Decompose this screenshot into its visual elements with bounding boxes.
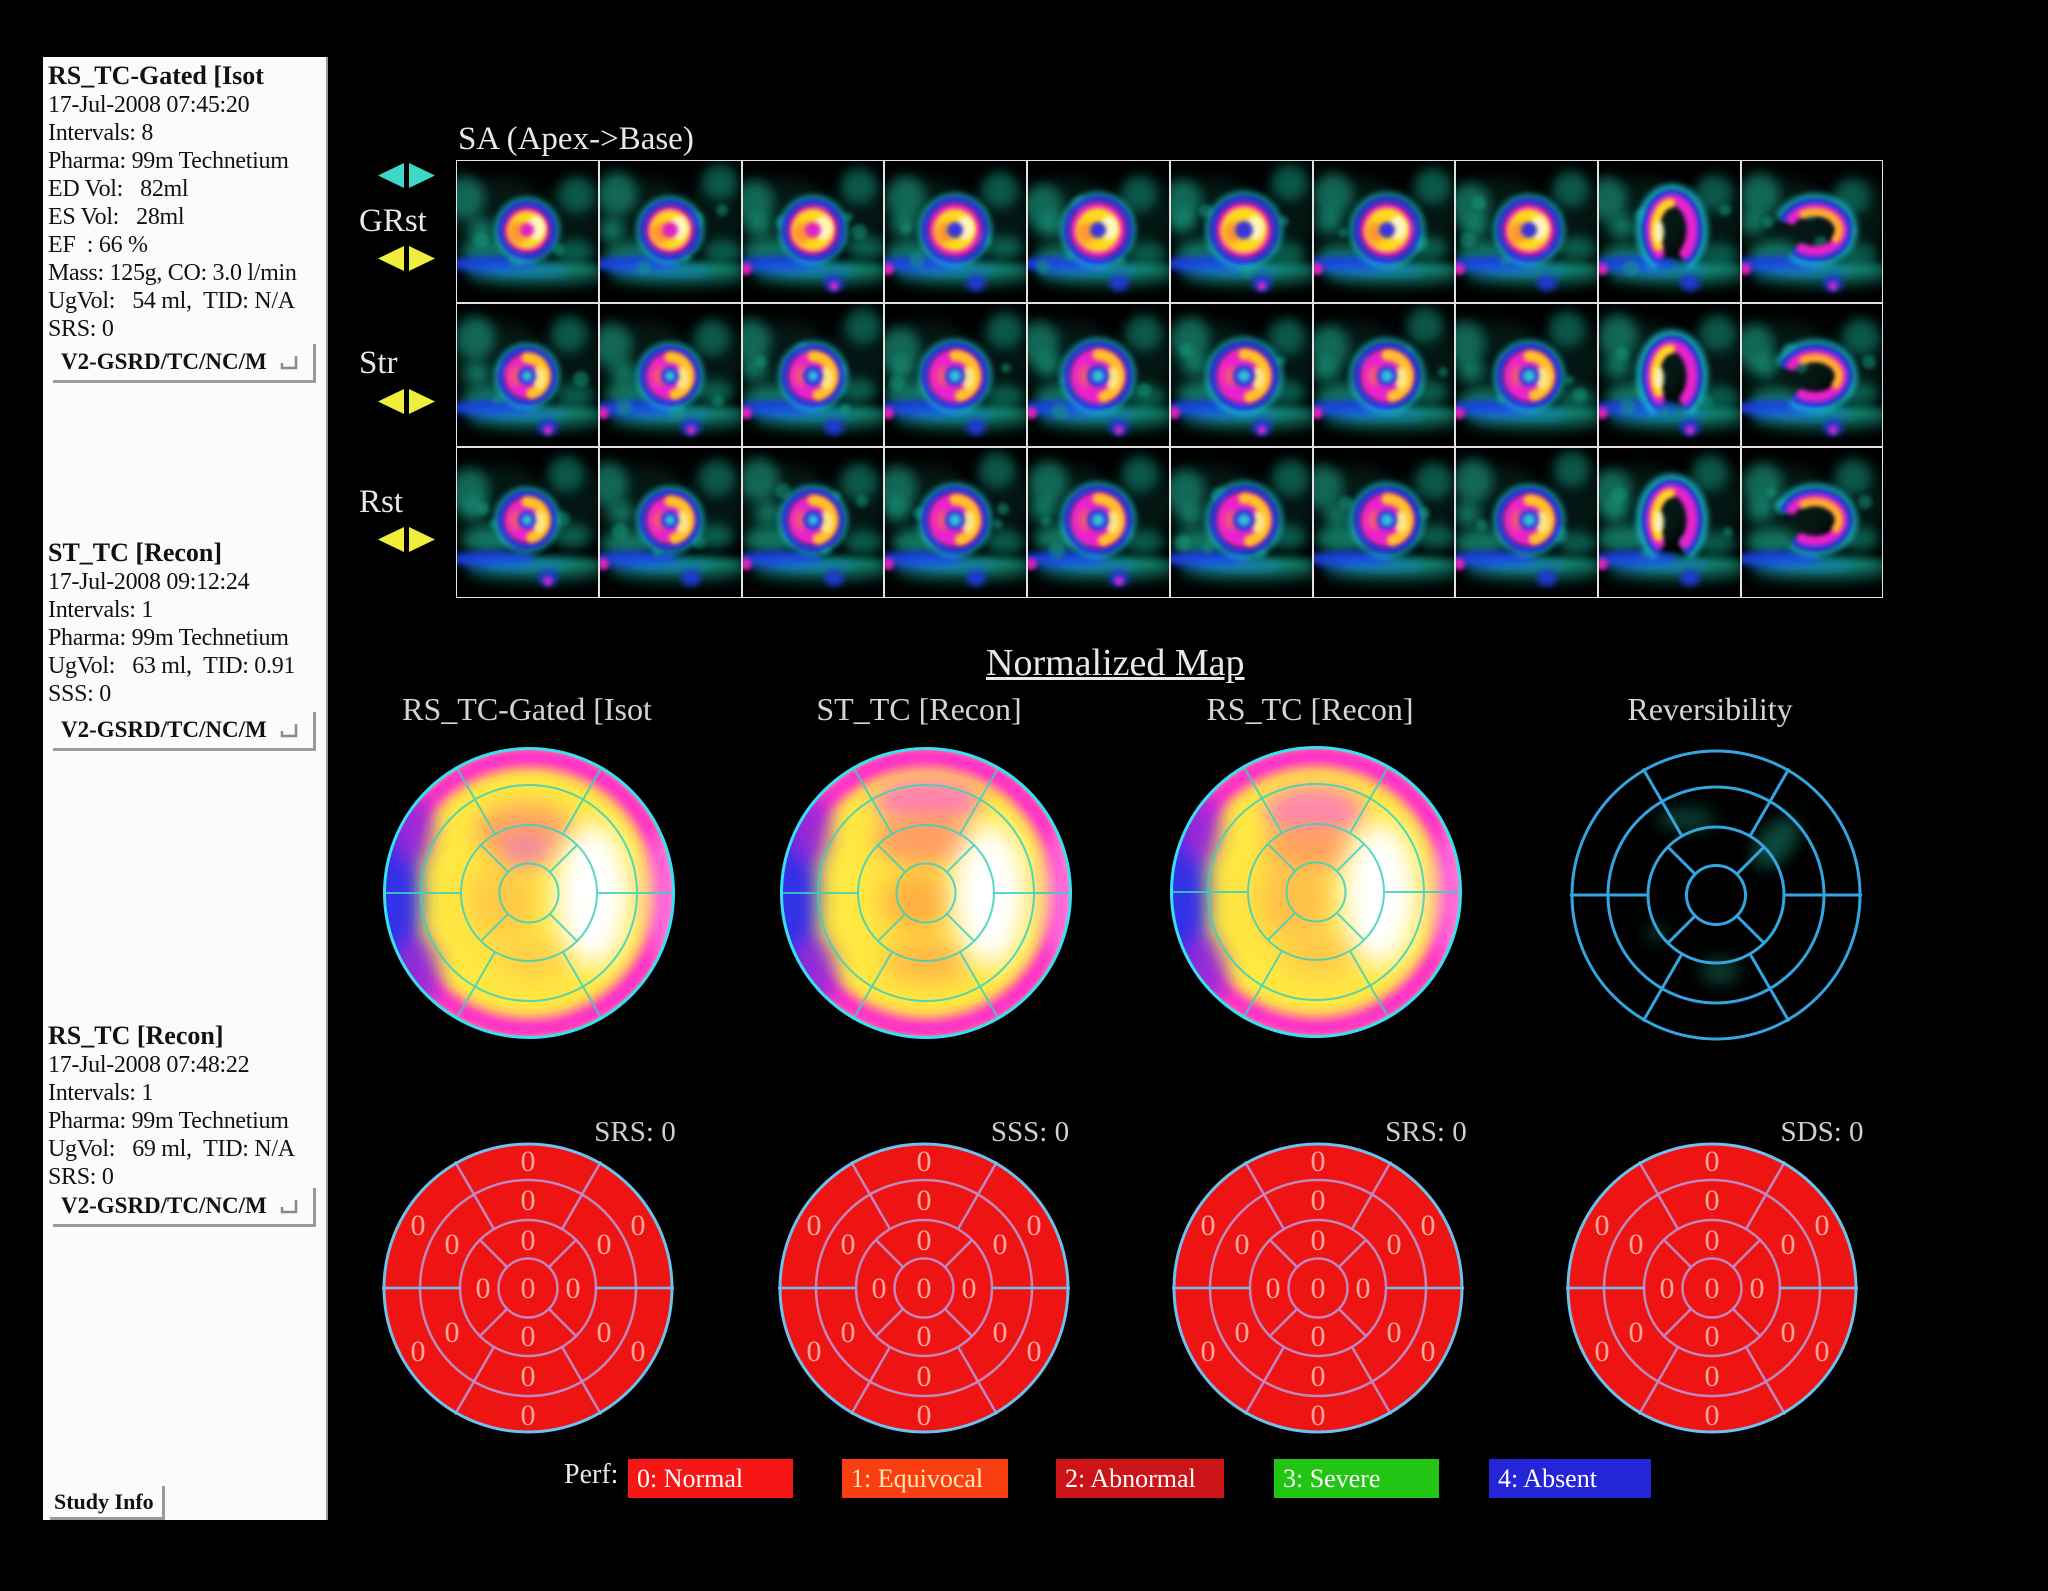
svg-text:0: 0 [1356, 1272, 1371, 1305]
svg-text:0: 0 [521, 1145, 536, 1178]
svg-text:0: 0 [566, 1272, 581, 1305]
svg-text:0: 0 [872, 1272, 887, 1305]
svg-text:0: 0 [1311, 1399, 1326, 1432]
svg-text:0: 0 [1781, 1228, 1796, 1261]
svg-text:0: 0 [597, 1316, 612, 1349]
svg-text:0: 0 [476, 1272, 491, 1305]
svg-text:0: 0 [1705, 1399, 1720, 1432]
svg-text:0: 0 [1421, 1335, 1436, 1368]
svg-text:0: 0 [1235, 1228, 1250, 1261]
svg-text:0: 0 [521, 1272, 536, 1305]
svg-text:0: 0 [521, 1320, 536, 1353]
svg-text:0: 0 [1201, 1335, 1216, 1368]
svg-text:0: 0 [1629, 1316, 1644, 1349]
svg-text:0: 0 [1705, 1320, 1720, 1353]
svg-text:0: 0 [1815, 1335, 1830, 1368]
svg-text:0: 0 [1595, 1209, 1610, 1242]
svg-text:0: 0 [1595, 1335, 1610, 1368]
svg-text:0: 0 [521, 1360, 536, 1393]
svg-text:0: 0 [1781, 1316, 1796, 1349]
svg-text:0: 0 [631, 1209, 646, 1242]
svg-text:0: 0 [917, 1320, 932, 1353]
svg-text:0: 0 [917, 1224, 932, 1257]
svg-text:0: 0 [917, 1360, 932, 1393]
svg-text:0: 0 [993, 1316, 1008, 1349]
svg-text:0: 0 [962, 1272, 977, 1305]
svg-text:0: 0 [631, 1335, 646, 1368]
svg-text:0: 0 [1311, 1272, 1326, 1305]
svg-text:0: 0 [1027, 1209, 1042, 1242]
svg-text:0: 0 [841, 1316, 856, 1349]
svg-text:0: 0 [917, 1145, 932, 1178]
svg-text:0: 0 [521, 1184, 536, 1217]
svg-text:0: 0 [1235, 1316, 1250, 1349]
svg-text:0: 0 [1660, 1272, 1675, 1305]
svg-text:0: 0 [411, 1335, 426, 1368]
svg-text:0: 0 [1311, 1360, 1326, 1393]
svg-text:0: 0 [841, 1228, 856, 1261]
svg-text:0: 0 [1705, 1184, 1720, 1217]
svg-text:0: 0 [521, 1224, 536, 1257]
svg-text:0: 0 [1629, 1228, 1644, 1261]
svg-text:0: 0 [917, 1272, 932, 1305]
svg-text:0: 0 [1311, 1145, 1326, 1178]
svg-text:0: 0 [1705, 1360, 1720, 1393]
svg-text:0: 0 [445, 1228, 460, 1261]
svg-text:0: 0 [521, 1399, 536, 1432]
svg-text:0: 0 [1311, 1224, 1326, 1257]
svg-text:0: 0 [1201, 1209, 1216, 1242]
svg-text:0: 0 [1311, 1320, 1326, 1353]
svg-text:0: 0 [1027, 1335, 1042, 1368]
svg-text:0: 0 [1750, 1272, 1765, 1305]
svg-text:0: 0 [1815, 1209, 1830, 1242]
svg-text:0: 0 [917, 1399, 932, 1432]
svg-text:0: 0 [1387, 1228, 1402, 1261]
svg-text:0: 0 [1705, 1145, 1720, 1178]
svg-text:0: 0 [917, 1184, 932, 1217]
svg-text:0: 0 [807, 1209, 822, 1242]
svg-text:0: 0 [1311, 1184, 1326, 1217]
svg-text:0: 0 [1421, 1209, 1436, 1242]
svg-text:0: 0 [1705, 1224, 1720, 1257]
svg-text:0: 0 [1387, 1316, 1402, 1349]
svg-text:0: 0 [807, 1335, 822, 1368]
svg-text:0: 0 [1266, 1272, 1281, 1305]
svg-text:0: 0 [597, 1228, 612, 1261]
svg-text:0: 0 [993, 1228, 1008, 1261]
svg-text:0: 0 [1705, 1272, 1720, 1305]
svg-text:0: 0 [445, 1316, 460, 1349]
svg-text:0: 0 [411, 1209, 426, 1242]
